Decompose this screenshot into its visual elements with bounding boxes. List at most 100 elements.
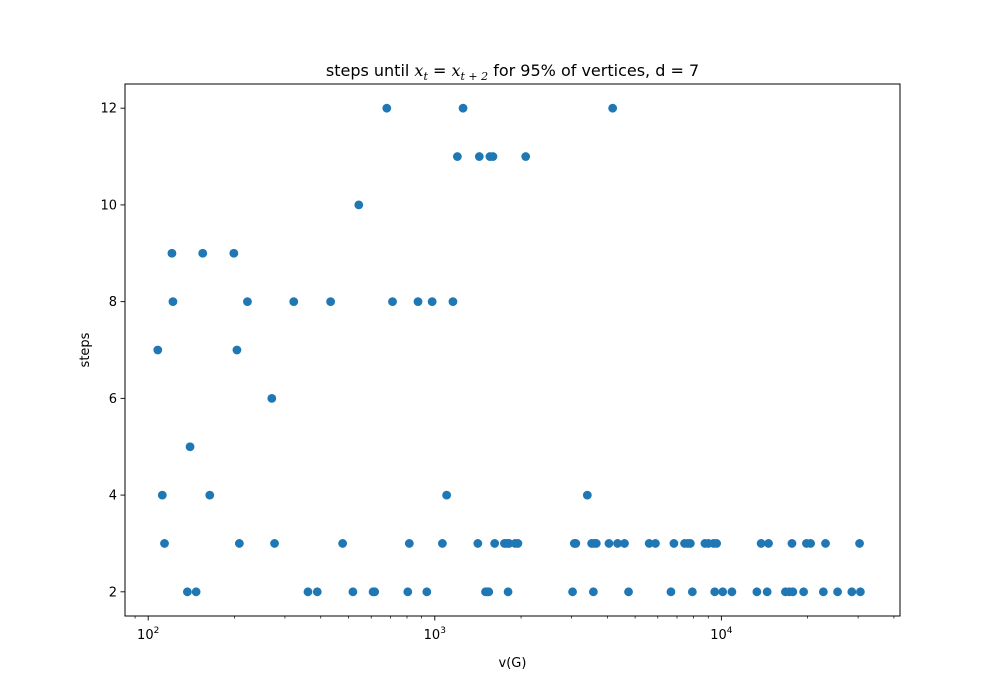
- y-tick-label: 12: [100, 102, 117, 117]
- plot-frame: [124, 83, 901, 617]
- data-point: [752, 587, 762, 597]
- y-tick-label: 8: [109, 295, 117, 310]
- data-point: [833, 587, 842, 597]
- data-point: [762, 587, 772, 597]
- data-point: [474, 152, 484, 161]
- data-point: [160, 539, 169, 548]
- data-point: [229, 248, 239, 258]
- data-point: [571, 539, 581, 548]
- data-point: [806, 539, 815, 548]
- x-tick-label: 104: [710, 626, 733, 643]
- chart-title-prefix: steps until: [326, 61, 415, 80]
- chart-title-suffix: for 95% of vertices, d = 7: [488, 61, 699, 80]
- data-point: [651, 539, 660, 548]
- data-point: [624, 587, 633, 597]
- data-point: [521, 152, 531, 161]
- data-point: [687, 587, 697, 597]
- data-point: [157, 490, 167, 500]
- y-tick-label: 10: [100, 198, 117, 213]
- points-layer: [153, 103, 865, 597]
- data-point: [234, 539, 244, 548]
- data-point: [458, 103, 468, 113]
- data-point: [182, 587, 192, 597]
- data-point: [764, 539, 773, 548]
- data-point: [348, 587, 358, 597]
- data-point: [267, 393, 277, 403]
- data-point: [370, 587, 380, 597]
- data-point: [712, 539, 722, 548]
- data-point: [403, 587, 413, 597]
- data-point: [303, 587, 313, 597]
- data-point: [710, 587, 720, 597]
- data-point: [437, 539, 447, 548]
- data-point: [382, 103, 392, 113]
- data-point: [488, 152, 498, 161]
- data-point: [644, 539, 654, 548]
- data-point: [490, 539, 500, 548]
- y-tick-label: 2: [109, 585, 117, 600]
- data-point: [513, 539, 523, 548]
- data-point: [669, 539, 679, 548]
- x-tick-label: 102: [137, 626, 159, 643]
- data-point: [666, 587, 676, 597]
- data-point: [167, 248, 177, 258]
- data-point: [422, 587, 432, 597]
- data-point: [503, 587, 513, 597]
- data-point: [312, 587, 322, 597]
- data-point: [727, 587, 737, 597]
- y-axis-label: steps: [78, 332, 93, 367]
- data-point: [788, 587, 798, 597]
- data-point: [718, 587, 728, 597]
- data-point: [855, 539, 864, 548]
- data-point: [354, 200, 364, 210]
- data-point: [818, 587, 828, 597]
- data-point: [413, 297, 423, 307]
- chart-title-subscript-2: t + 2: [460, 70, 488, 83]
- x-axis-label: v(G): [499, 656, 527, 671]
- data-point: [756, 539, 766, 548]
- data-point: [205, 490, 215, 500]
- data-point: [153, 345, 163, 355]
- data-point: [452, 152, 462, 161]
- x-tick-label: 103: [424, 626, 446, 643]
- data-point: [388, 297, 397, 307]
- data-point: [243, 297, 252, 307]
- data-point: [847, 587, 857, 597]
- data-point: [191, 587, 201, 597]
- data-point: [685, 539, 695, 548]
- data-point: [198, 248, 208, 258]
- chart-title-equals: =: [428, 61, 452, 80]
- data-point: [799, 587, 809, 597]
- chart-title-subscript-1: t: [423, 70, 428, 83]
- data-point: [338, 539, 348, 548]
- data-point: [404, 539, 414, 548]
- data-point: [232, 345, 242, 355]
- data-point: [855, 587, 865, 597]
- data-point: [326, 297, 336, 307]
- data-point: [821, 539, 830, 548]
- y-tick-label: 4: [109, 489, 117, 504]
- data-point: [787, 539, 797, 548]
- data-point: [591, 539, 601, 548]
- data-point: [168, 297, 178, 307]
- data-point: [568, 587, 577, 597]
- x-axis: 102 103 104: [134, 616, 895, 643]
- chart-title: steps until xt = xt + 2 for 95% of verti…: [326, 61, 699, 83]
- data-point: [448, 297, 458, 307]
- data-point: [620, 539, 629, 548]
- data-point: [608, 103, 618, 113]
- data-point: [484, 587, 494, 597]
- data-point: [427, 297, 437, 307]
- data-point: [604, 539, 614, 548]
- data-point: [588, 587, 598, 597]
- y-tick-label: 6: [109, 392, 117, 407]
- data-point: [473, 539, 483, 548]
- data-point: [270, 539, 279, 548]
- data-point: [442, 490, 452, 500]
- chart-title-variable-2: x: [451, 61, 460, 80]
- y-axis: 2 4 6 8 10 12: [100, 102, 125, 600]
- data-point: [582, 490, 592, 500]
- data-point: [185, 442, 195, 452]
